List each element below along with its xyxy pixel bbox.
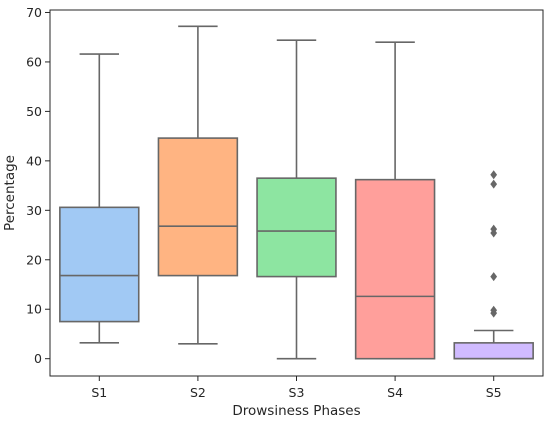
y-tick-label: 40 [26,153,42,168]
box-s4 [354,41,436,360]
plot-marks [59,25,534,360]
x-tick-label: S5 [486,385,502,400]
box-iqr [157,137,239,277]
y-tick-label: 0 [34,351,42,366]
y-tick-label: 30 [26,203,42,218]
box-s1 [59,53,140,344]
x-axis-label: Drowsiness Phases [232,403,360,419]
y-tick-label: 50 [26,104,42,119]
x-axis: S1 S2 S3 S4 S5 [91,376,502,400]
x-tick-label: S4 [387,385,403,400]
box-iqr [256,177,337,278]
x-tick-label: S2 [190,385,206,400]
y-axis: 0 10 20 30 40 50 60 70 [26,5,50,366]
outlier-point [490,170,498,180]
box-s5 [453,170,534,360]
outlier-point [490,224,498,234]
outlier-point [490,305,498,315]
x-tick-label: S1 [91,385,107,400]
y-tick-label: 10 [26,302,42,317]
y-tick-label: 20 [26,252,42,267]
y-axis-label: Percentage [2,155,18,231]
box-iqr [59,206,140,323]
outlier-point [490,179,498,189]
box-s2 [157,25,239,345]
y-tick-label: 60 [26,54,42,69]
box-iqr [354,178,436,360]
x-tick-label: S3 [289,385,305,400]
box-s3 [256,39,337,360]
y-tick-label: 70 [26,5,42,20]
outlier-point [490,272,498,282]
box-iqr [453,342,534,360]
